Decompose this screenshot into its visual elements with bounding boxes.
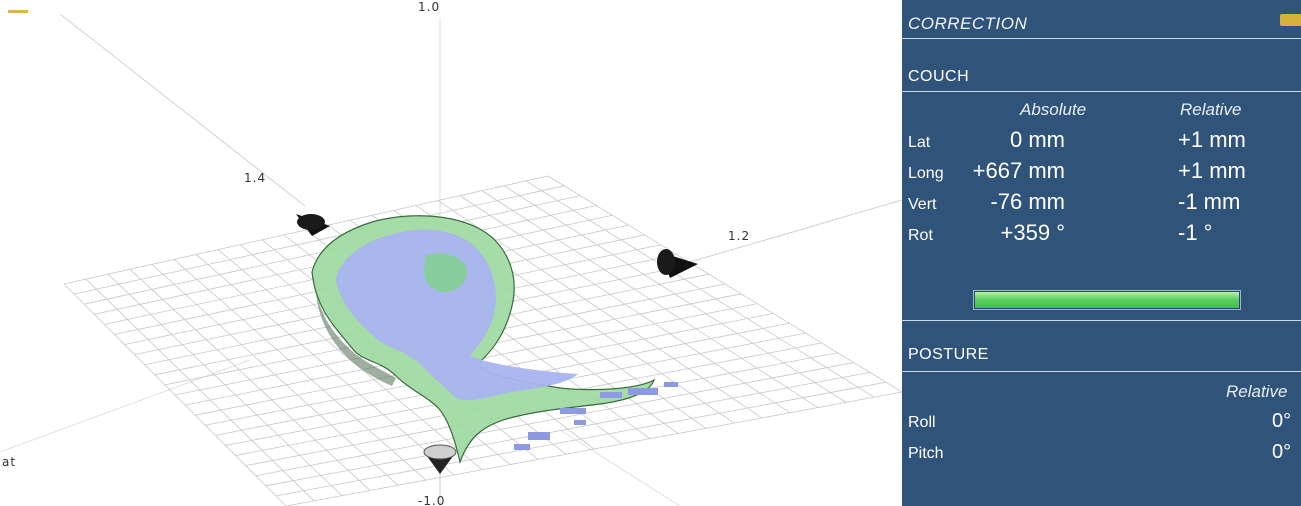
- grid-line: [459, 195, 791, 414]
- grid-line: [525, 180, 875, 398]
- value-absolute: 0 mm: [1010, 127, 1065, 152]
- value-absolute: -76 mm: [990, 189, 1065, 214]
- grid-line: [503, 185, 847, 403]
- correction-progress-bar: [973, 290, 1241, 310]
- row-label: Vert: [908, 196, 937, 213]
- axis-label-right: 1.2: [728, 229, 750, 243]
- axis-label-bottom: -1.0: [418, 494, 445, 506]
- value-relative: +1 mm: [1178, 127, 1246, 152]
- head-surface: [311, 215, 678, 465]
- fragment: [628, 388, 658, 395]
- divider: [902, 371, 1301, 372]
- axis-label-left: 1.4: [244, 171, 266, 185]
- section-title-couch: COUCH: [908, 68, 970, 85]
- cone-marker-bottom[interactable]: [423, 444, 457, 474]
- row-label: Rot: [908, 227, 933, 244]
- fragment: [574, 420, 586, 425]
- row-label: Pitch: [908, 445, 944, 462]
- axis-line-bottom-right: [559, 429, 681, 506]
- marker-tick: [8, 10, 28, 13]
- grid-line: [265, 371, 870, 487]
- divider: [902, 91, 1301, 92]
- axis-label-top: 1.0: [418, 0, 440, 14]
- grid-line: [275, 381, 886, 497]
- axis-line-right: [689, 199, 902, 263]
- value-absolute: +667 mm: [972, 158, 1065, 183]
- axis-line-left: [59, 13, 306, 207]
- value-relative: 0°: [1272, 410, 1292, 432]
- fragment: [560, 408, 586, 414]
- progress-fill: [975, 292, 1239, 308]
- value-relative: -1 mm: [1178, 189, 1241, 214]
- divider: [902, 38, 1301, 39]
- divider: [902, 320, 1301, 321]
- surface-blue-layer: [336, 229, 578, 401]
- cone-marker-left[interactable]: [296, 214, 330, 236]
- value-relative: +1 mm: [1178, 158, 1246, 183]
- surface-edge-shadow: [316, 292, 396, 386]
- grid-line: [285, 391, 902, 506]
- column-header-absolute: Absolute: [1020, 100, 1087, 119]
- section-title-posture: POSTURE: [908, 346, 989, 363]
- 3d-viewport[interactable]: 1.4 1.2 -1.0 1.0 at: [0, 0, 902, 506]
- axis-label-edge: at: [2, 455, 16, 469]
- value-relative: -1 °: [1178, 220, 1213, 245]
- row-label: Long: [908, 165, 944, 182]
- value-absolute: +359 °: [1000, 220, 1065, 245]
- fragment: [664, 382, 678, 387]
- grid-line: [547, 175, 902, 393]
- value-relative: 0°: [1272, 441, 1292, 463]
- grid-line: [481, 190, 819, 408]
- grid-line: [255, 362, 854, 477]
- fragment: [600, 392, 622, 398]
- fragment: [528, 432, 550, 440]
- panel-badge-icon[interactable]: [1280, 14, 1301, 26]
- row-label: Lat: [908, 134, 931, 151]
- panel-title: CORRECTION: [908, 14, 1028, 33]
- column-header-relative: Relative: [1180, 100, 1242, 119]
- correction-panel: CORRECTION COUCH Absolute Relative Lat 0…: [902, 0, 1301, 506]
- column-header-relative: Relative: [1226, 382, 1288, 401]
- fragment: [514, 444, 530, 450]
- axis-line-lower-left: [0, 359, 251, 453]
- cone-marker-right[interactable]: [657, 249, 698, 278]
- surface-view: 1.4 1.2 -1.0 1.0 at: [0, 0, 902, 506]
- row-label: Roll: [908, 414, 936, 431]
- surface-inner-detail: [424, 253, 468, 293]
